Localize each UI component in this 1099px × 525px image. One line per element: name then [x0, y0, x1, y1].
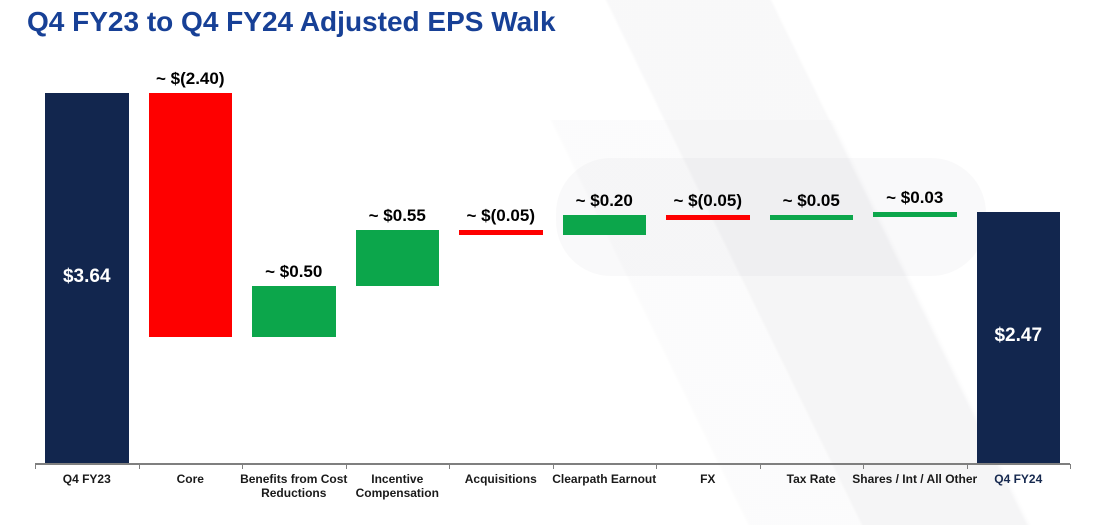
- value-label-clearpath-earnout: ~ $0.20: [575, 190, 633, 210]
- x-axis-tick: [759, 464, 761, 469]
- category-label-shares-int-all-other: Shares / Int / All Other: [852, 472, 978, 486]
- bar-tax-rate: [769, 214, 853, 221]
- chart-title: Q4 FY23 to Q4 FY24 Adjusted EPS Walk: [27, 6, 556, 37]
- bar-q4-fy23: [45, 93, 129, 463]
- x-axis-tick: [345, 464, 347, 469]
- bar-q4-fy24: [976, 211, 1060, 463]
- value-label-shares-int-all-other: ~ $0.03: [886, 187, 944, 207]
- category-label-core: Core: [176, 472, 204, 486]
- x-axis-tick: [1070, 464, 1071, 469]
- category-label-fx: FX: [700, 472, 716, 486]
- category-label-q4-fy24: Q4 FY24: [994, 472, 1043, 486]
- x-axis-tick: [656, 464, 657, 469]
- category-label-q4-fy23: Q4 FY23: [62, 472, 111, 486]
- value-label-acquisitions: ~ $(0.05): [466, 206, 535, 226]
- x-axis-tick: [242, 464, 243, 469]
- x-axis-tick: [966, 464, 968, 469]
- x-axis-tick: [552, 464, 554, 469]
- value-label-fx: ~ $(0.05): [673, 190, 742, 210]
- x-axis-tick: [863, 464, 864, 469]
- bar-benefits-from-cost-reductions: [252, 286, 336, 337]
- x-axis-tick: [35, 464, 36, 469]
- value-label-q4-fy24: $2.47: [994, 325, 1043, 347]
- value-label-benefits-from-cost-reductions: ~ $0.50: [265, 262, 323, 282]
- bar-clearpath-earnout: [562, 214, 646, 236]
- bar-shares-int-all-other: [873, 211, 957, 217]
- bar-core: [148, 93, 232, 337]
- value-label-incentive-compensation: ~ $0.55: [368, 206, 426, 226]
- bar-fx: [666, 214, 750, 221]
- value-label-tax-rate: ~ $0.05: [782, 190, 840, 210]
- x-axis-tick: [138, 464, 140, 469]
- bar-incentive-compensation: [355, 230, 439, 287]
- value-label-core: ~ $(2.40): [155, 69, 225, 88]
- bar-acquisitions: [459, 230, 543, 236]
- category-label-incentive-compensation: Incentive Compensation: [355, 472, 439, 500]
- category-label-benefits-from-cost-reductions: Benefits from Cost Reductions: [240, 472, 348, 500]
- category-label-acquisitions: Acquisitions: [464, 472, 537, 486]
- value-label-q4-fy23: $3.64: [62, 266, 111, 287]
- category-label-clearpath-earnout: Clearpath Earnout: [552, 472, 657, 486]
- x-axis-tick: [449, 464, 450, 469]
- category-label-tax-rate: Tax Rate: [786, 472, 836, 486]
